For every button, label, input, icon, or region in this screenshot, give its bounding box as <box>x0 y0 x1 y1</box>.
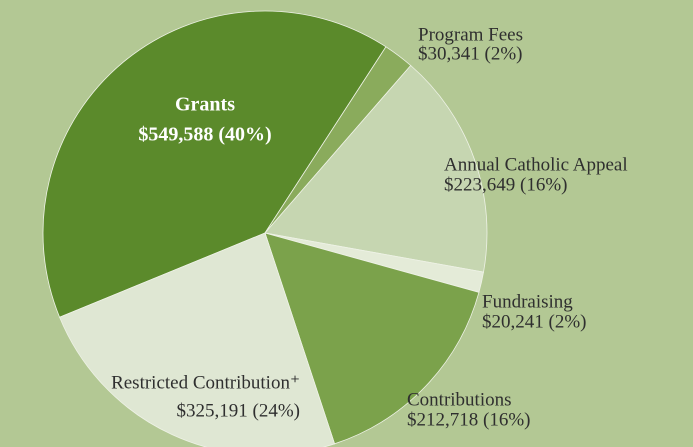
slice-label: Restricted Contribution⁺ <box>111 372 300 393</box>
slice-label: Annual Catholic Appeal <box>444 154 628 175</box>
slice-value-label: $223,649 (16%) <box>444 174 567 195</box>
slice-value-label: $325,191 (24%) <box>177 400 300 421</box>
pie-slice <box>264 232 480 445</box>
pie-slice <box>42 10 387 318</box>
slice-value-label: $549,588 (40%) <box>138 124 271 146</box>
pie-slice <box>264 64 488 273</box>
slice-label: Contributions <box>407 389 512 410</box>
slice-value-label: $20,241 (2%) <box>482 311 586 332</box>
pie-slice <box>59 232 336 447</box>
slice-label: Grants <box>175 94 235 116</box>
slice-value-label: $212,718 (16%) <box>407 409 530 430</box>
slice-value-label: $30,341 (2%) <box>418 43 522 64</box>
slice-label: Program Fees <box>418 24 523 45</box>
slice-label: Fundraising <box>482 291 573 312</box>
